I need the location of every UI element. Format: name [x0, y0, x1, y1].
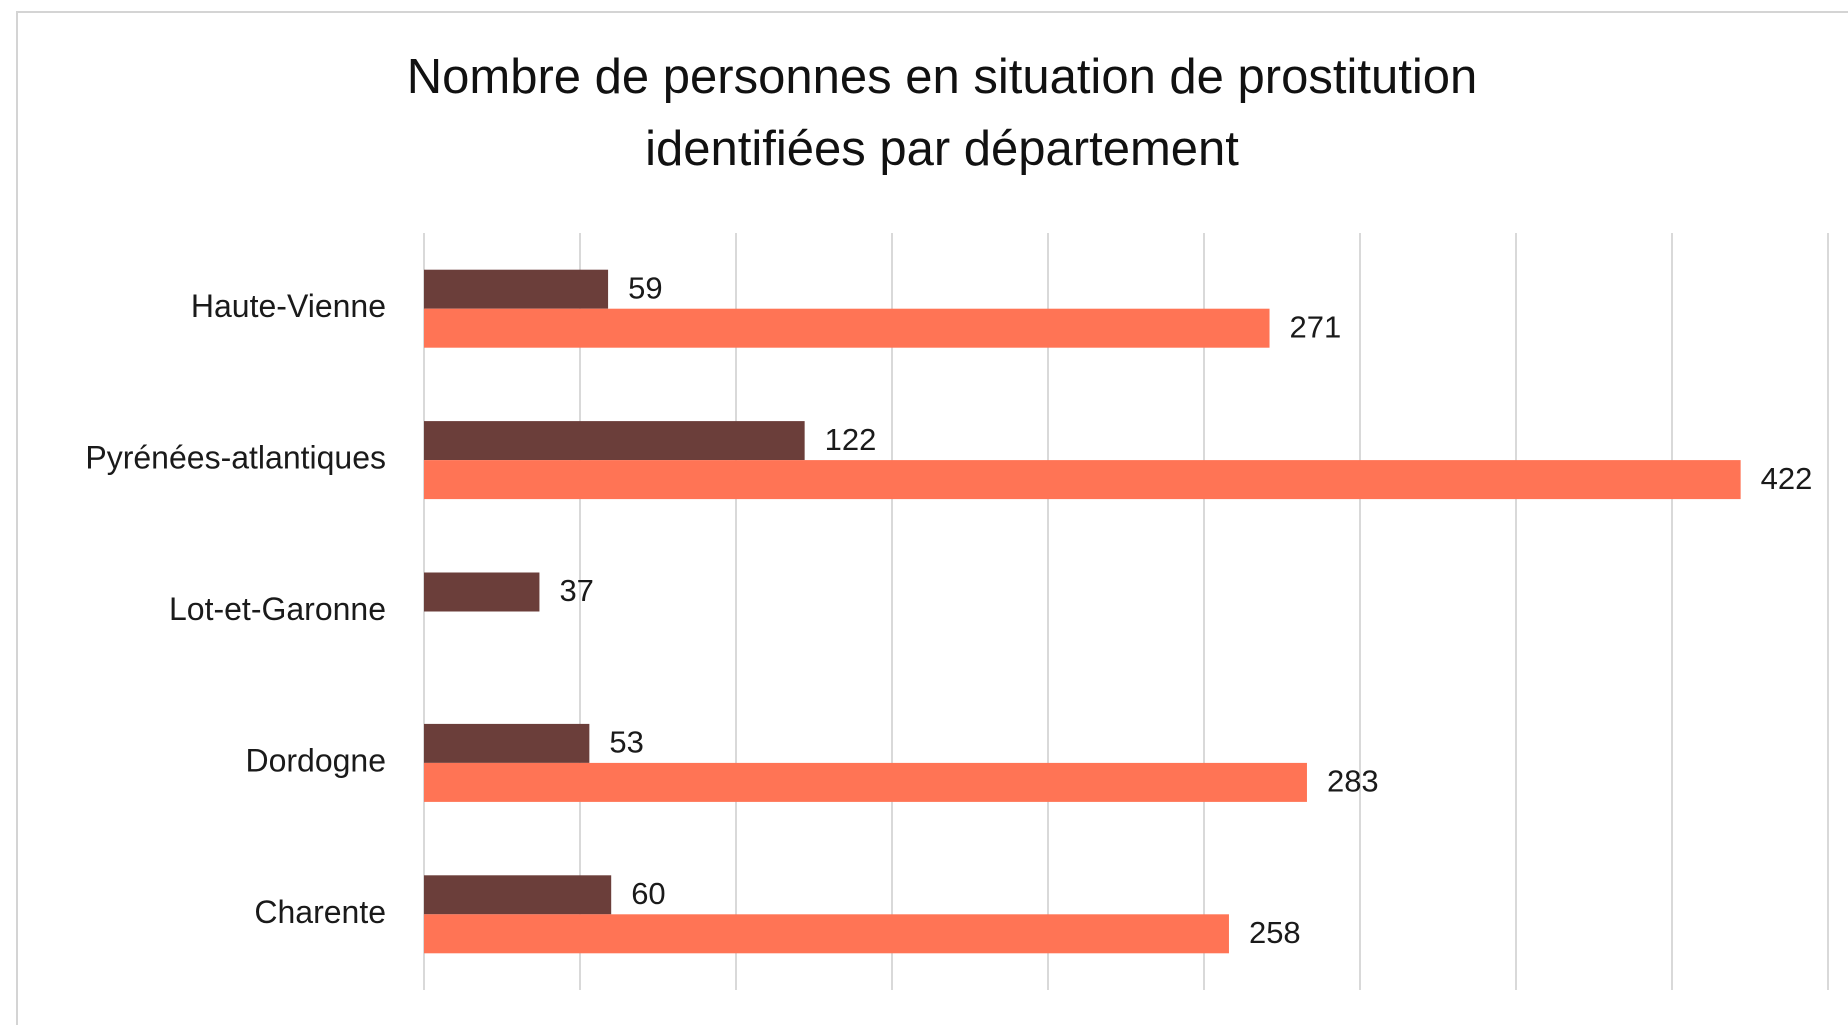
bar — [424, 875, 612, 915]
value-label: 271 — [1290, 309, 1342, 344]
bar — [424, 762, 1307, 802]
y-tick-label: Dordogne — [245, 742, 386, 778]
y-tick-label: Charente — [254, 894, 386, 930]
value-label: 59 — [628, 270, 662, 305]
value-label: 53 — [609, 725, 643, 760]
chart-title: Nombre de personnes en situation de pros… — [407, 50, 1478, 104]
value-label: 422 — [1761, 461, 1813, 496]
value-label: 37 — [559, 573, 593, 608]
value-label: 122 — [825, 422, 877, 457]
bar — [424, 460, 1741, 500]
y-tick-label: Pyrénées-atlantiques — [85, 440, 386, 476]
chart-frame — [16, 11, 1848, 1025]
value-label: 258 — [1249, 915, 1301, 950]
bar — [424, 723, 590, 763]
value-label: 60 — [631, 876, 665, 911]
chart-title: identifiées par département — [645, 122, 1239, 176]
bar — [424, 572, 540, 612]
value-label: 283 — [1327, 764, 1379, 799]
bar — [424, 308, 1270, 348]
y-tick-label: Haute-Vienne — [191, 288, 386, 324]
bar — [424, 421, 805, 461]
bar — [424, 914, 1229, 954]
bar — [424, 269, 609, 309]
y-tick-label: Lot-et-Garonne — [169, 591, 386, 627]
